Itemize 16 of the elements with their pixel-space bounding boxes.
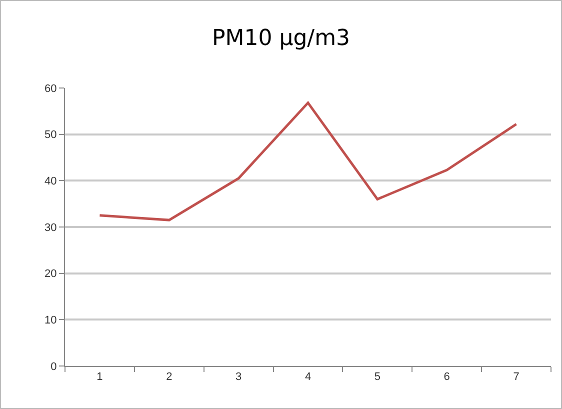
y-tick-label: 20 (44, 268, 57, 280)
x-tick-label: 1 (96, 371, 103, 384)
x-tick-label: 6 (444, 371, 450, 384)
y-tick-label: 50 (44, 129, 57, 142)
x-tick-label: 3 (236, 371, 242, 384)
y-tick-label: 30 (44, 222, 57, 234)
x-tick-label: 5 (374, 371, 380, 384)
y-tick-label: 0 (50, 360, 57, 373)
y-tick-label: 10 (44, 314, 57, 327)
x-tick-label: 2 (166, 371, 172, 384)
x-tick-label: 4 (304, 371, 312, 384)
y-tick-label: 60 (44, 82, 57, 95)
line-series (98, 102, 518, 222)
x-tick-label: 7 (513, 371, 520, 384)
y-tick-label: 40 (44, 176, 57, 188)
chart-title: PM10 µg/m3 (212, 26, 350, 51)
